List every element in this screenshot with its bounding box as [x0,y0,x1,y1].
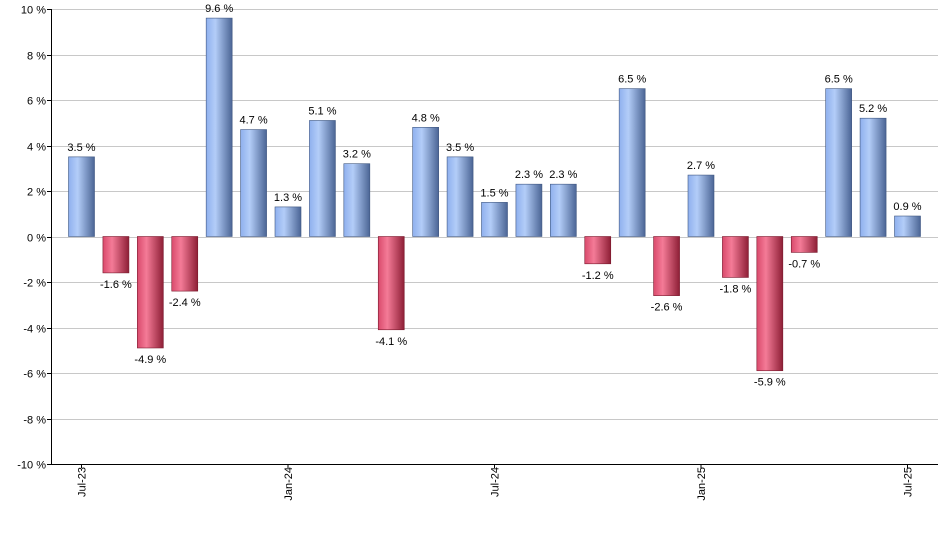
bar [550,183,577,237]
bar-value-label: 2.3 % [549,169,577,181]
bar-value-label: 3.2 % [343,149,371,161]
y-tick-label: -6 % [23,369,46,381]
bar [790,236,818,253]
bar [687,174,715,237]
bar [309,120,336,237]
y-tick-label: -10 % [17,460,46,472]
bar-value-label: 3.5 % [67,142,95,154]
y-tick-label: 0 % [27,233,46,245]
bar-value-label: -2.4 % [169,297,201,309]
bar-value-label: -1.8 % [720,283,752,295]
bar-value-label: 1.5 % [480,187,508,199]
y-tick-label: 2 % [27,187,46,199]
axes [47,9,938,468]
bar-value-label: -4.9 % [134,354,166,366]
bar-value-label: 6.5 % [618,74,646,86]
x-tick-label: Jan-24 [283,467,295,501]
bar [240,129,267,237]
y-tick-label: 10 % [21,5,46,17]
x-axis-tick-labels: Jul-23 Jan-24 Jul-24 Jan-25 Jul-25 [77,467,915,501]
bar-value-label: 3.5 % [446,142,474,154]
bar [515,183,543,237]
bar [377,236,405,331]
bar-value-label: -5.9 % [754,377,786,389]
bar [343,163,371,237]
bar-value-label: 4.7 % [240,115,268,127]
bar [859,117,887,237]
bar [412,127,439,237]
x-tick-label: Jul-23 [77,467,89,497]
bar-value-label: -1.6 % [100,279,132,291]
bar [205,17,233,237]
y-tick-label: -4 % [23,324,46,336]
x-tick-label: Jul-24 [490,467,502,497]
bar-value-label: 2.3 % [515,169,543,181]
bar [756,236,784,372]
bar [274,206,302,237]
bar [894,215,921,237]
bar-value-label: -1.2 % [582,270,614,282]
bar [722,236,749,278]
bar [481,202,508,237]
y-axis-tick-labels: 10 % 8 % 6 % 4 % 2 % 0 % -2 % -4 % -6 % -8 % -10 % [17,5,46,472]
bar-value-labels: 3.5 % -1.6 % -4.9 % -2.4 % 9.6 % 4.7 % 1.3 % 5.… [67,3,921,389]
bar-value-label: 6.5 % [825,74,853,86]
bar-value-label: 1.3 % [274,192,302,204]
bar [68,156,95,237]
bar [102,236,130,274]
bar-value-label: -4.1 % [375,336,407,348]
bar [171,236,199,292]
bar-value-label: -0.7 % [788,258,820,270]
y-tick-label: -8 % [23,415,46,427]
bar [446,156,474,237]
bar [584,236,612,265]
bar [618,88,646,237]
bars [68,17,921,372]
y-tick-label: 6 % [27,96,46,108]
bar-value-label: 4.8 % [412,112,440,124]
y-tick-label: 8 % [27,51,46,63]
bar-value-label: -2.6 % [651,302,683,314]
bar [137,236,164,349]
y-tick-label: 4 % [27,142,46,154]
bar [653,236,680,296]
x-tick-label: Jul-25 [903,467,915,497]
y-tick-label: -2 % [23,278,46,290]
bar-value-label: 2.7 % [687,160,715,172]
bar-value-label: 5.1 % [308,105,336,117]
bar-value-label: 5.2 % [859,103,887,115]
bar-value-label: 9.6 % [205,3,233,15]
bar [825,88,852,237]
bar-value-label: 0.9 % [893,201,921,213]
x-tick-label: Jan-25 [696,467,708,501]
